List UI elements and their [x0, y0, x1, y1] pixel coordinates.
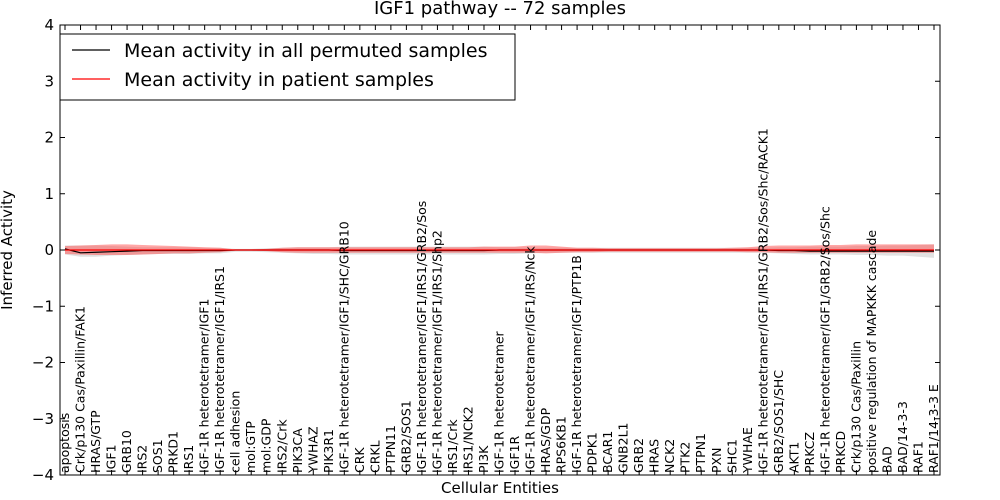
y-tick-label: −4 [32, 466, 54, 484]
chart-title: IGF1 pathway -- 72 samples [374, 0, 626, 19]
x-tick-label: HRAS/GTP [88, 410, 103, 473]
x-tick-label: IGF-1R heterotetramer/IGF1/PTP1B [569, 255, 584, 473]
x-tick-label: GRB2 [631, 438, 646, 473]
x-tick-label: PRKCD [833, 431, 848, 473]
x-tick-label: GRB10 [119, 430, 134, 473]
x-tick-label: IRS1/NCK2 [460, 406, 475, 473]
x-tick-label: YWHAE [740, 427, 755, 474]
x-axis: apoptosis Crk/p130 Cas/Paxillin/FAK1 HRAS/… [57, 25, 941, 475]
x-tick-label: GRB2/SOS1/SHC [771, 370, 786, 473]
x-tick-label: IRS2/Crk [274, 419, 289, 473]
y-axis-label: Inferred Activity [0, 190, 16, 310]
x-tick-label: YWHAZ [305, 426, 320, 474]
x-tick-label: IGF-1R heterotetramer [492, 330, 507, 473]
x-tick-label: PIK3CA [290, 428, 305, 473]
x-tick-label: PXN [709, 448, 724, 473]
x-tick-label: BAD/14-3-3 [895, 401, 910, 473]
x-tick-label: IRS1 [181, 445, 196, 473]
x-tick-label: positive regulation of MAPKKK cascade [864, 230, 879, 473]
x-tick-label: AKT1 [786, 442, 801, 473]
y-tick-label: −2 [32, 354, 54, 372]
x-tick-label: PRKD1 [166, 431, 181, 473]
x-tick-label: SOS1 [150, 439, 165, 473]
x-tick-label: GNB2L1 [616, 423, 631, 473]
x-tick-label: CRK [352, 447, 367, 473]
x-tick-label: NCK2 [662, 439, 677, 473]
y-tick-label: −1 [32, 297, 54, 315]
x-tick-label: apoptosis [57, 413, 72, 473]
x-tick-label: IGF1R [507, 435, 522, 473]
x-tick-label: cell adhesion [228, 391, 243, 473]
x-tick-label: IGF-1R heterotetramer/IGF1/IRS1 [212, 266, 227, 473]
x-tick-label: CRKL [367, 440, 382, 473]
x-tick-label: PRKCZ [802, 432, 817, 473]
x-tick-label: HRAS [647, 439, 662, 473]
x-tick-label: PTPN1 [693, 433, 708, 473]
x-tick-label: mol:GTP [243, 421, 258, 473]
y-axis: −4 −3 −2 −1 0 1 2 3 4 [32, 16, 940, 484]
x-tick-label: GRB2/SOS1 [398, 400, 413, 473]
x-tick-label: IRS2 [135, 445, 150, 473]
x-tick-label: PIK3R1 [321, 429, 336, 473]
legend-box [59, 33, 516, 101]
y-tick-label: 2 [44, 129, 54, 147]
x-tick-label: Crk/p130 Cas/Paxillin/FAK1 [73, 306, 88, 473]
x-tick-label: SHC1 [724, 439, 739, 473]
x-tick-label: RAF1 [910, 441, 925, 473]
x-tick-label: PTPN11 [383, 425, 398, 473]
x-tick-label: BAD [879, 446, 894, 473]
x-tick-label: IGF-1R heterotetramer/IGF1/IRS1/Shp2 [429, 230, 444, 473]
x-tick-label: PTK2 [678, 442, 693, 473]
x-axis-label: Cellular Entities [441, 479, 559, 497]
x-tick-label: IGF1 [104, 444, 119, 473]
x-tick-label: IGF-1R heterotetramer/IGF1/GRB2/Sos/Shc [817, 206, 832, 473]
x-tick-label: IGF-1R heterotetramer/IGF1/IRS1/GRB2/Sos… [755, 128, 770, 473]
x-tick-label: Crk/p130 Cas/Paxillin [848, 341, 863, 473]
x-tick-label: IGF-1R heterotetramer/IGF1/SHC/GRB10 [336, 221, 351, 473]
x-tick-label: RAF1/14-3-3 E [926, 384, 941, 473]
x-tick-label: mol:GDP [259, 418, 274, 473]
x-tick-label: PDPK1 [585, 432, 600, 473]
x-tick-label: IGF-1R heterotetramer/IGF1/IRS/Nck [523, 246, 538, 473]
y-tick-label: −3 [32, 410, 54, 428]
x-tick-label: HRAS/GDP [538, 407, 553, 473]
x-tick-label: IGF-1R heterotetramer/IGF1 [197, 299, 212, 473]
x-tick-label: BCAR1 [600, 431, 615, 473]
legend: Mean activity in all permuted samples Me… [59, 33, 516, 101]
x-tick-label: IRS1/Crk [445, 419, 460, 473]
y-tick-label: 3 [44, 72, 54, 90]
series-lines [64, 248, 934, 254]
legend-label-patient: Mean activity in patient samples [124, 69, 434, 91]
y-tick-label: 1 [44, 185, 54, 203]
x-tick-label: IGF-1R heterotetramer/IGF1/IRS1/GRB2/Sos [414, 201, 429, 473]
y-tick-label: 4 [44, 16, 54, 34]
legend-label-permuted: Mean activity in all permuted samples [124, 40, 487, 62]
y-tick-label: 0 [44, 241, 54, 259]
x-tick-label: RPS6KB1 [554, 416, 569, 473]
x-tick-label: PI3K [476, 445, 491, 473]
